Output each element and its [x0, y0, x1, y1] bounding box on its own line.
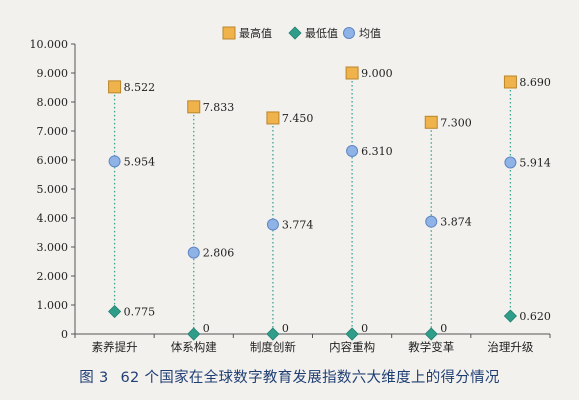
- y-tick-label: 1.000: [37, 299, 69, 312]
- y-tick-label: 7.000: [37, 125, 69, 138]
- mean-data-label: 3.774: [282, 219, 314, 232]
- legend-label: 最低值: [305, 27, 338, 40]
- min-point: [108, 304, 122, 319]
- mean-point: [187, 246, 200, 259]
- mean-data-label: 2.806: [203, 247, 235, 260]
- legend-label: 最高值: [239, 26, 272, 40]
- max-data-label: 7.300: [440, 116, 472, 129]
- max-data-label: 7.450: [282, 112, 314, 125]
- min-point: [266, 327, 280, 341]
- y-tick-label: 3.000: [37, 241, 69, 254]
- max-point: [108, 80, 122, 94]
- max-point: [345, 66, 359, 80]
- x-tick-label: 治理升级: [487, 340, 533, 354]
- min-point: [345, 327, 359, 341]
- max-point: [187, 100, 201, 114]
- min-data-label: 0: [282, 322, 289, 335]
- max-point: [266, 111, 280, 125]
- min-point: [503, 309, 517, 323]
- min-point: [187, 327, 201, 341]
- y-tick-label: 9.000: [37, 67, 69, 80]
- figure-caption: 图 3 62 个国家在全球数字教育发展指数六大维度上的得分情况: [0, 366, 579, 387]
- max-data-label: 9.000: [361, 67, 393, 80]
- x-tick-label: 教学变革: [408, 340, 454, 354]
- mean-point: [425, 215, 438, 228]
- mean-data-label: 5.954: [124, 155, 156, 168]
- mean-point: [108, 155, 121, 168]
- mean-point: [266, 218, 279, 231]
- min-data-label: 0: [361, 322, 368, 335]
- x-tick-label: 体系构建: [171, 340, 217, 354]
- caption-figure-number: 图 3: [79, 370, 109, 386]
- y-tick-label: 10.000: [30, 38, 69, 51]
- max-point: [503, 75, 517, 89]
- x-tick-label: 制度创新: [250, 340, 296, 354]
- mean-data-label: 5.914: [519, 156, 551, 169]
- y-tick-label: 2.000: [37, 270, 69, 283]
- y-tick-label: 8.000: [37, 96, 69, 109]
- y-tick-label: 6.000: [37, 154, 69, 167]
- min-data-label: 0: [203, 322, 210, 335]
- max-data-label: 8.522: [124, 81, 156, 94]
- mean-data-label: 6.310: [361, 145, 393, 158]
- mean-point: [504, 156, 517, 169]
- min-data-label: 0: [440, 322, 447, 335]
- max-data-label: 7.833: [203, 101, 235, 114]
- max-data-label: 8.690: [519, 76, 551, 89]
- min-data-label: 0.620: [519, 310, 551, 323]
- mean-data-label: 3.874: [440, 216, 472, 229]
- mean-point: [346, 145, 359, 158]
- min-data-label: 0.775: [124, 306, 156, 319]
- y-tick-label: 0: [61, 328, 68, 341]
- legend-marker-mean: [343, 27, 355, 39]
- y-tick-label: 4.000: [37, 212, 69, 225]
- y-tick-label: 5.000: [37, 183, 69, 196]
- max-point: [424, 115, 438, 129]
- caption-text: 62 个国家在全球数字教育发展指数六大维度上的得分情况: [120, 370, 500, 386]
- min-point: [424, 327, 438, 341]
- legend-marker-max: [222, 26, 236, 40]
- x-tick-label: 素养提升: [92, 340, 138, 354]
- legend-label: 均值: [359, 27, 381, 40]
- legend-marker-min: [288, 26, 302, 40]
- x-tick-label: 内容重构: [329, 340, 375, 354]
